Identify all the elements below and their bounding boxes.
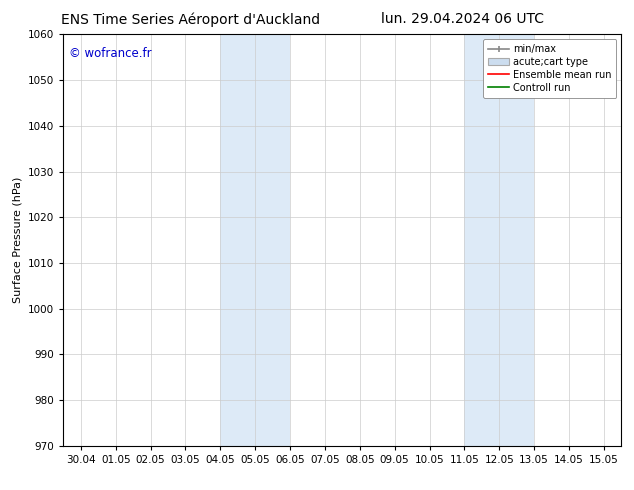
Legend: min/max, acute;cart type, Ensemble mean run, Controll run: min/max, acute;cart type, Ensemble mean …	[483, 39, 616, 98]
Text: lun. 29.04.2024 06 UTC: lun. 29.04.2024 06 UTC	[381, 12, 545, 26]
Y-axis label: Surface Pressure (hPa): Surface Pressure (hPa)	[13, 177, 23, 303]
Text: © wofrance.fr: © wofrance.fr	[69, 47, 152, 60]
Bar	[464, 34, 534, 446]
Bar	[221, 34, 290, 446]
Text: ENS Time Series Aéroport d'Auckland: ENS Time Series Aéroport d'Auckland	[61, 12, 320, 27]
